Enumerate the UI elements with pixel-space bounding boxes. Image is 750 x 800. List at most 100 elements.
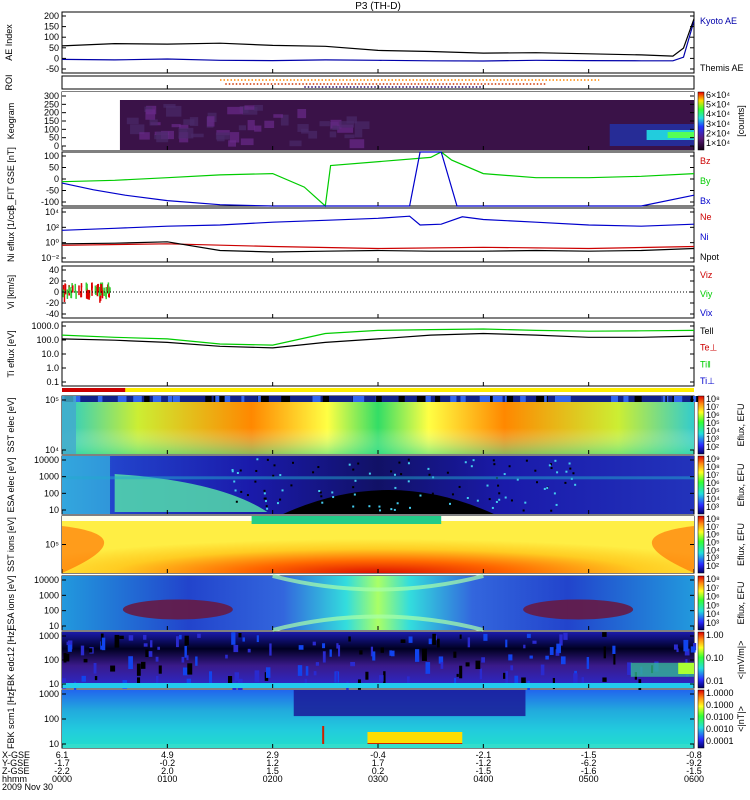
colorbar-tick-esa_i-2: 10⁶: [706, 592, 720, 602]
fbk-edc12-noise: [529, 655, 533, 659]
colorbar-tick-esa_e-4: 10⁵: [706, 486, 720, 496]
ylabel-fbk_e: FBK edc12 [Hz]: [6, 628, 16, 691]
esa-elec-speckle: [264, 497, 267, 500]
ephem-value-2-1: 2.0: [161, 766, 174, 776]
esa-elec-speckle: [421, 506, 424, 509]
ytick-label-vi-1: 20: [49, 276, 59, 286]
esa-elec-speckle: [446, 471, 449, 474]
fbk-edc12-noise: [459, 634, 462, 639]
ephem-value-3-0: 0000: [52, 774, 72, 784]
fbk-edc12-noise: [459, 665, 463, 679]
fbk-edc12-noise: [514, 675, 519, 685]
esa-elec-speckle: [498, 492, 501, 495]
ytick-label-ni-2: 10⁰: [45, 238, 59, 248]
ytick-label-esa_i-1: 1000: [39, 590, 59, 600]
colorbar-tick-sst_e-5: 10³: [706, 434, 719, 444]
ylabel-roi: ROI: [4, 74, 14, 90]
ephem-value-1-4: -1.2: [476, 758, 492, 768]
ytick-label-fbk_e-1: 100: [44, 655, 59, 665]
vi-noise: [74, 283, 77, 293]
keogram-image: [119, 100, 694, 150]
fbk-edc12-noise: [521, 677, 526, 686]
esa-elec-speckle: [379, 509, 382, 512]
keogram-aurora: [247, 120, 255, 131]
vi-noise: [85, 282, 88, 291]
sst-elec-noise: [398, 396, 405, 402]
fbk-edc12-noise: [390, 650, 395, 657]
sst-elec-low-energy: [62, 427, 694, 454]
sst-elec-noise: [460, 396, 466, 402]
fbk-edc12-noise: [147, 651, 153, 657]
vi-noise: [99, 291, 101, 303]
legend-ae-0: Kyoto AE: [700, 16, 737, 26]
series-bfit-2: [61, 151, 695, 207]
fbk-edc12-noise: [603, 646, 606, 659]
sst-elec-noise: [495, 396, 503, 402]
sst-ions-top-band: [251, 516, 442, 524]
esa-elec-speckle: [458, 485, 461, 488]
esa-elec-speckle: [264, 500, 267, 503]
esa-elec-speckle: [276, 502, 279, 505]
ytick-label-esa_e-2: 100: [44, 488, 59, 498]
fbk-edc12-noise: [465, 662, 470, 667]
esa-elec-speckle: [495, 500, 498, 503]
sst-elec-noise: [223, 396, 231, 402]
esa-elec-speckle: [233, 480, 236, 483]
sst-elec-noise: [479, 396, 486, 402]
fbk-edc12-noise: [81, 675, 86, 682]
fbk-edc12-noise: [94, 676, 98, 681]
fbk-edc12-noise: [673, 644, 678, 650]
esa-elec-speckle: [503, 473, 506, 476]
fbk-edc12-noise: [83, 658, 88, 663]
ylabel-vi: Vi [km/s]: [6, 275, 16, 309]
fbk-edc12-noise: [256, 635, 259, 643]
fbk-edc12-noise: [505, 639, 508, 648]
fbk-edc12-noise: [197, 633, 201, 638]
sst-elec-noise: [205, 396, 212, 402]
esa-elec-speckle: [488, 498, 491, 501]
esa-elec-speckle: [504, 496, 507, 499]
sst-elec-noise: [418, 396, 426, 402]
esa-elec-speckle: [231, 470, 234, 473]
esa-elec-speckle: [525, 459, 528, 462]
ephem-value-0-4: -2.1: [476, 750, 492, 760]
esa-elec-speckle: [352, 486, 355, 489]
ylabel-fbk_b: FBK scm1 [Hz]: [6, 689, 16, 749]
ephem-value-1-3: 1.7: [372, 758, 385, 768]
keogram-aurora: [149, 119, 158, 126]
keogram-aurora: [308, 130, 318, 139]
fbk-edc12-noise: [157, 646, 160, 650]
colorbar-tick-keogram-1: 5×10⁴: [706, 100, 730, 110]
keogram-aurora: [126, 117, 139, 125]
colorbar-tick-fbk_b-2: 0.0100: [706, 712, 734, 722]
fbk-edc12-noise: [209, 671, 213, 684]
fbk-edc12-noise: [322, 651, 326, 663]
sst-elec-noise: [542, 396, 547, 402]
fbk-edc12-noise: [150, 640, 153, 648]
state-bar: [62, 388, 694, 392]
esa-elec-speckle: [536, 481, 539, 484]
ephem-value-2-5: -1.6: [581, 766, 597, 776]
vi-noise: [95, 286, 97, 295]
esa-elec-speckle: [272, 474, 275, 477]
plot-title: P3 (TH-D): [355, 1, 401, 12]
sst-elec-noise: [353, 396, 362, 402]
esa-elec-speckle: [263, 492, 266, 495]
ephem-row-label-1: Y-GSE: [2, 758, 29, 768]
keogram-aurora: [240, 138, 254, 146]
esa-elec-speckle: [390, 508, 393, 511]
fbk-edc12-noise: [65, 653, 70, 662]
series-lines: [61, 18, 695, 349]
esa-elec-speckle: [572, 472, 575, 475]
colorbar-tick-sst_e-4: 10⁴: [706, 426, 720, 436]
fbk-edc12-noise: [549, 647, 554, 655]
esa-elec-speckle: [393, 473, 396, 476]
ylabel-ae: AE Index: [4, 24, 14, 61]
esa-elec-speckle: [312, 471, 315, 474]
vi-noise: [101, 287, 103, 296]
sst-ions-core: [62, 516, 694, 573]
keogram-aurora: [264, 120, 275, 129]
sst-ions-right-lobe: [651, 526, 694, 573]
vi-noise: [91, 282, 93, 289]
